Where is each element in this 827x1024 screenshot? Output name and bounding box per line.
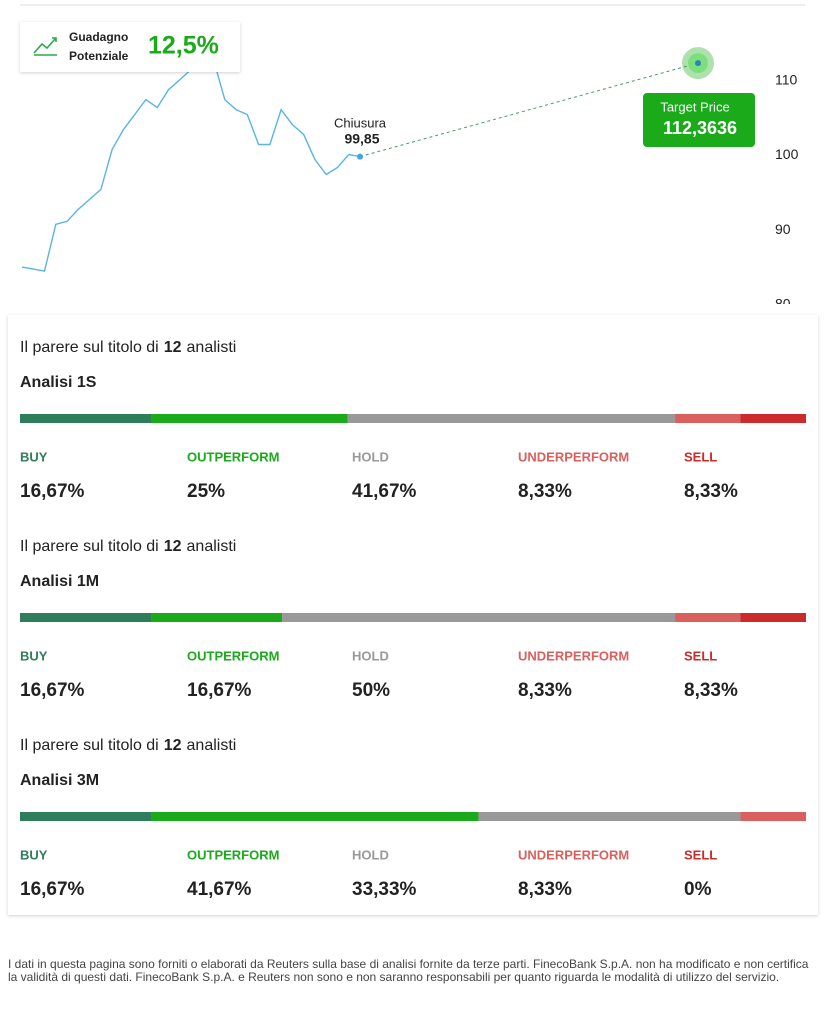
gain-label: Guadagno bbox=[69, 30, 128, 44]
target-box bbox=[643, 93, 755, 147]
rating-segment bbox=[20, 812, 152, 821]
rating-segment bbox=[347, 414, 676, 423]
rating-value: 41,67% bbox=[187, 879, 252, 900]
rating-value: 8,33% bbox=[518, 481, 572, 502]
rating-name: HOLD bbox=[352, 847, 389, 862]
analysis-title: Analisi 1M bbox=[20, 573, 99, 590]
target-dot bbox=[695, 60, 701, 67]
rating-segment bbox=[20, 613, 152, 622]
rating-value: 16,67% bbox=[20, 879, 85, 900]
rating-value: 16,67% bbox=[20, 680, 85, 701]
rating-name: SELL bbox=[684, 449, 717, 464]
target-label: Target Price bbox=[660, 99, 729, 114]
rating-value: 33,33% bbox=[352, 879, 417, 900]
rating-name: HOLD bbox=[352, 449, 389, 464]
rating-segment bbox=[20, 414, 152, 423]
rating-value: 8,33% bbox=[518, 680, 572, 701]
rating-segment bbox=[151, 812, 479, 821]
analysts-count: 12 bbox=[164, 339, 182, 356]
gain-box-bg bbox=[20, 22, 240, 72]
rating-segment bbox=[740, 613, 806, 622]
gain-label: Potenziale bbox=[69, 49, 129, 63]
rating-segment bbox=[478, 812, 741, 821]
analysts-count: 12 bbox=[164, 538, 182, 555]
rating-name: BUY bbox=[20, 648, 48, 663]
rating-segment bbox=[675, 414, 741, 423]
intro-text: analisti bbox=[187, 737, 237, 754]
analysts-intro: Il parere sul titolo di 12 analisti bbox=[20, 339, 236, 356]
rating-name: BUY bbox=[20, 847, 48, 862]
gain-icon bbox=[33, 37, 57, 56]
rating-segment bbox=[675, 613, 741, 622]
rating-segment bbox=[151, 613, 283, 622]
target-value: 112,3636 bbox=[663, 118, 737, 138]
y-tick-label: 110 bbox=[775, 71, 798, 87]
rating-name: UNDERPERFORM bbox=[518, 648, 629, 663]
analysis-title: Analisi 3M bbox=[20, 772, 99, 789]
rating-value: 25% bbox=[187, 481, 225, 502]
analysts-count: 12 bbox=[164, 737, 182, 754]
rating-value: 50% bbox=[352, 680, 390, 701]
rating-value: 8,33% bbox=[684, 680, 738, 701]
close-value: 99,85 bbox=[344, 131, 379, 147]
analysts-intro: Il parere sul titolo di 12 analisti bbox=[20, 737, 236, 754]
analysts-intro: Il parere sul titolo di 12 analisti bbox=[20, 538, 236, 555]
rating-name: OUTPERFORM bbox=[187, 449, 279, 464]
disclaimer: I dati in questa pagina sono forniti o e… bbox=[8, 957, 809, 984]
rating-segment bbox=[740, 812, 806, 821]
rating-name: UNDERPERFORM bbox=[518, 847, 629, 862]
intro-text: analisti bbox=[187, 339, 237, 356]
y-tick-label: 90 bbox=[775, 221, 791, 237]
target-connector bbox=[359, 62, 699, 158]
price-line bbox=[21, 53, 361, 272]
rating-name: OUTPERFORM bbox=[187, 847, 279, 862]
rating-name: OUTPERFORM bbox=[187, 648, 279, 663]
intro-text: Il parere sul titolo di bbox=[20, 737, 159, 754]
analyses: Il parere sul titolo di 12 analisti Analisi… bbox=[20, 339, 806, 900]
rating-segment bbox=[282, 613, 676, 622]
rating-value: 8,33% bbox=[684, 481, 738, 502]
close-label: Chiusura bbox=[334, 115, 387, 130]
rating-name: HOLD bbox=[352, 648, 389, 663]
rating-value: 0% bbox=[684, 879, 712, 900]
intro-text: analisti bbox=[187, 538, 237, 555]
rating-value: 16,67% bbox=[20, 481, 85, 502]
rating-value: 16,67% bbox=[187, 680, 252, 701]
intro-text: Il parere sul titolo di bbox=[20, 538, 159, 555]
rating-name: UNDERPERFORM bbox=[518, 449, 629, 464]
rating-segment bbox=[740, 414, 806, 423]
close-marker bbox=[357, 153, 363, 160]
analysis-title: Analisi 1S bbox=[20, 374, 97, 391]
intro-text: Il parere sul titolo di bbox=[20, 339, 159, 356]
rating-value: 8,33% bbox=[518, 879, 572, 900]
rating-name: BUY bbox=[20, 449, 48, 464]
gain-box: Guadagno Potenziale 12,5% bbox=[20, 22, 240, 72]
y-tick-label: 80 bbox=[775, 296, 791, 312]
rating-name: SELL bbox=[684, 847, 717, 862]
rating-segment bbox=[151, 414, 348, 423]
rating-name: SELL bbox=[684, 648, 717, 663]
rating-value: 41,67% bbox=[352, 481, 417, 502]
gain-value: 12,5% bbox=[148, 32, 219, 60]
y-tick-label: 100 bbox=[775, 146, 799, 162]
